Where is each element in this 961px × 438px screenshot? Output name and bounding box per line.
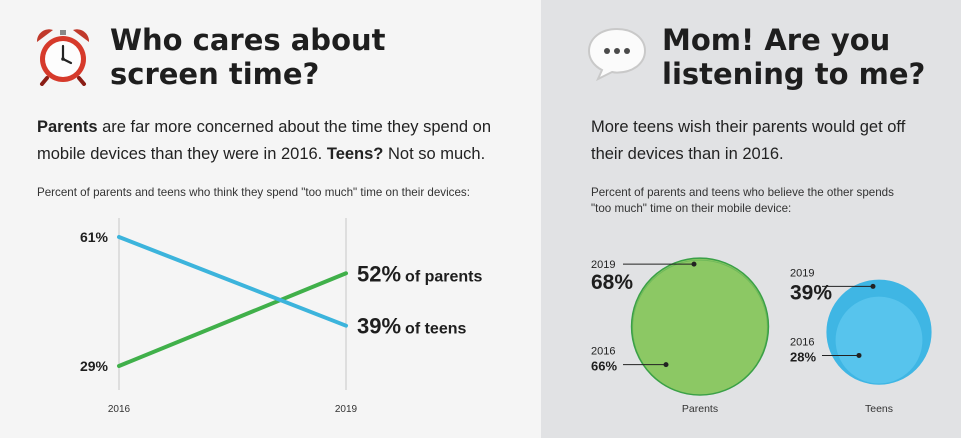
leader-dot-teens-2016: [856, 352, 862, 358]
right-title: Mom! Are you listening to me?: [662, 23, 925, 91]
leader-dot-parents-2019: [691, 261, 697, 267]
end-label-parents: 52% of parents: [357, 261, 482, 286]
right-title-line-1: Mom! Are you: [662, 23, 891, 57]
value-label-teens-2019: 39%: [790, 281, 832, 304]
left-chart-caption: Percent of parents and teens who think t…: [37, 186, 470, 199]
x-tick-2019: 2019: [335, 404, 358, 415]
bubble-parents-2019: [630, 257, 770, 396]
lead-text-part-1: are far more concerned about the time th…: [37, 118, 492, 163]
year-label-teens-2016: 2016: [790, 336, 814, 348]
category-label-teens: Teens: [865, 403, 893, 415]
alarm-clock-icon: [36, 29, 90, 86]
category-label-parents: Parents: [682, 403, 718, 415]
x-tick-2016: 2016: [108, 404, 131, 415]
value-label-parents-2019: 68%: [591, 271, 633, 294]
year-label-parents-2016: 2016: [591, 346, 615, 358]
lead-bold-parents: Parents: [37, 118, 98, 136]
leader-dot-teens-2019: [870, 283, 876, 289]
series-line-teens: [117, 235, 348, 328]
leader-dot-parents-2016: [663, 362, 669, 368]
left-title-line-1: Who cares about: [110, 23, 386, 57]
right-panel: Mom! Are you listening to me? More teens…: [541, 0, 961, 438]
end-label-teens: 39% of teens: [357, 314, 466, 339]
start-label-parents: 29%: [80, 358, 109, 374]
bubble-parents-2016: [632, 259, 768, 396]
right-title-line-2: listening to me?: [662, 57, 926, 91]
left-title-line-2: screen time?: [110, 57, 320, 91]
right-lead-text: More teens wish their parents would get …: [591, 118, 906, 163]
series-line-parents: [117, 271, 348, 368]
value-label-parents-2016: 66%: [591, 359, 617, 374]
bubble-teens-2016: [834, 295, 924, 385]
left-lead-text: Parents are far more concerned about the…: [37, 114, 527, 168]
start-label-teens: 61%: [80, 229, 109, 245]
year-label-parents-2019: 2019: [591, 259, 615, 271]
left-title: Who cares about screen time?: [110, 23, 386, 91]
lead-text-part-2: Not so much.: [383, 145, 486, 163]
lead-bold-teens: Teens?: [326, 145, 384, 163]
year-label-teens-2019: 2019: [790, 267, 814, 279]
line-chart: 2016 2019 29% 52% of parents 61% 39% of teens: [80, 218, 482, 415]
left-panel: Who cares about screen time? Parents are…: [36, 23, 527, 415]
value-label-teens-2016: 28%: [790, 349, 816, 364]
right-chart-caption: Percent of parents and teens who believe…: [591, 186, 894, 215]
speech-bubble-icon: [587, 27, 647, 82]
